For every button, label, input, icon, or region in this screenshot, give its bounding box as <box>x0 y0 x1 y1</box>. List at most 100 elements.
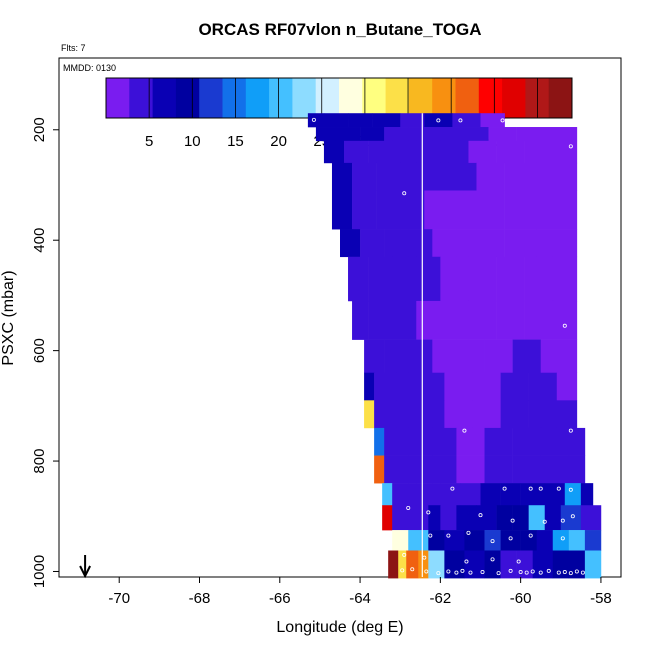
heatmap-cell <box>556 400 578 429</box>
heatmap-cell <box>331 162 353 191</box>
down-arrow-icon <box>79 555 91 579</box>
heatmap-cell <box>452 113 481 128</box>
sample-point <box>468 570 473 575</box>
heatmap-cell <box>374 400 397 429</box>
heatmap-cell <box>348 256 369 302</box>
heatmap-cell <box>472 400 501 429</box>
heatmap-cell <box>512 427 542 456</box>
x-tick-label: -70 <box>108 590 130 607</box>
sample-point <box>508 536 513 541</box>
heatmap-cell <box>464 550 485 579</box>
heatmap-cell <box>516 127 578 142</box>
heatmap-cell <box>398 550 407 579</box>
heatmap-cell <box>540 427 570 456</box>
colorbar-swatch <box>315 78 340 118</box>
colorbar-swatch <box>199 78 223 118</box>
heatmap-cell <box>396 372 421 401</box>
heatmap-cell <box>408 339 433 374</box>
heatmap-cell <box>460 127 489 142</box>
heatmap-cell <box>372 113 401 128</box>
sample-point <box>460 568 465 573</box>
sample-point <box>450 486 455 491</box>
sample-point <box>524 570 529 575</box>
heatmap-cell <box>406 550 419 579</box>
heatmap-cell <box>460 483 481 506</box>
heatmap-cell <box>496 300 525 340</box>
heatmap-cell <box>568 550 586 579</box>
plot-frame <box>58 57 622 578</box>
heatmap-cell <box>496 256 525 302</box>
heatmap-cell <box>540 455 570 484</box>
sample-point <box>464 559 469 564</box>
heatmap-cell <box>424 190 449 230</box>
heatmap-cell <box>584 550 602 579</box>
sample-point <box>462 428 467 433</box>
sample-point <box>490 539 495 544</box>
x-tick-label: -64 <box>349 590 371 607</box>
heatmap-cell <box>528 505 546 531</box>
heatmap-cell <box>416 256 441 302</box>
heatmap-cell <box>536 162 578 191</box>
heatmap-cell <box>376 190 401 230</box>
heatmap-cell <box>384 455 409 484</box>
heatmap-cell <box>580 505 602 531</box>
sample-point <box>562 323 567 328</box>
heatmap-cell <box>456 339 485 374</box>
colorbar-swatch <box>385 78 410 118</box>
colorbar <box>106 78 573 118</box>
flights-label: Flts: 7 <box>61 43 86 53</box>
heatmap-cell <box>496 505 513 531</box>
heatmap-cell <box>384 127 409 142</box>
heatmap-cell <box>444 400 473 429</box>
heatmap-cell <box>396 400 421 429</box>
heatmap-cell <box>408 530 429 551</box>
x-axis-label: Longitude (deg E) <box>276 619 403 636</box>
heatmap-cell <box>544 483 566 506</box>
sample-point <box>422 555 427 560</box>
sample-point <box>402 552 407 557</box>
heatmap-cell <box>384 229 409 258</box>
colorbar-tick-label: 10 <box>184 133 201 150</box>
heatmap-cell <box>520 530 537 551</box>
sample-point <box>508 568 513 573</box>
sample-point <box>436 571 441 576</box>
sample-point <box>410 567 415 572</box>
colorbar-swatch <box>269 78 293 118</box>
colorbar-tick-label: 5 <box>145 133 153 150</box>
colorbar-swatch <box>222 78 247 118</box>
heatmap-cell <box>512 455 542 484</box>
x-tick-label: -66 <box>269 590 291 607</box>
heatmap-cell <box>408 229 433 258</box>
heatmap-cell <box>364 372 375 401</box>
sample-point <box>496 571 501 576</box>
colorbar-swatch <box>175 78 200 118</box>
heatmap-cells <box>307 113 602 579</box>
heatmap-cell <box>484 530 501 551</box>
heatmap-cell <box>392 505 409 531</box>
heatmap-cell <box>384 339 409 374</box>
heatmap-cell <box>552 300 578 340</box>
heatmap-cell <box>400 190 425 230</box>
sample-point <box>562 570 567 575</box>
heatmap-cell <box>480 113 505 128</box>
heatmap-cell <box>504 162 537 191</box>
sample-point <box>568 428 573 433</box>
heatmap-cell <box>476 162 505 191</box>
heatmap-cell <box>540 339 578 374</box>
heatmap-cell <box>484 339 513 374</box>
sample-point <box>446 533 451 538</box>
colorbar-swatch <box>106 78 130 118</box>
sample-point <box>568 144 573 149</box>
heatmap-cell <box>323 113 349 128</box>
colorbar-swatch <box>408 78 433 118</box>
heatmap-cell <box>500 530 521 551</box>
colorbar-swatch <box>432 78 456 118</box>
heatmap-cell <box>468 300 497 340</box>
heatmap-cell <box>552 530 570 551</box>
colorbar-tick-label: 20 <box>270 133 287 150</box>
y-tick-label: 1000 <box>31 555 48 588</box>
heatmap-cell <box>524 140 578 164</box>
heatmap-cell <box>420 372 445 401</box>
heatmap-cell <box>408 455 433 484</box>
colorbar-swatch <box>362 78 386 118</box>
